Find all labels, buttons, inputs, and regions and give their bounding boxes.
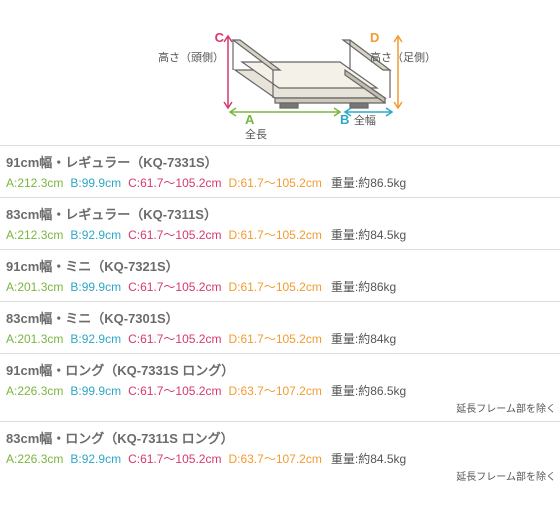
spec-C: C:61.7～105.2cm	[128, 174, 221, 191]
letter-A: A	[245, 112, 254, 127]
spec-D: D:61.7～105.2cm	[228, 278, 321, 295]
text-C: 高さ（頭側）	[158, 52, 224, 64]
spec-weight: 重量:約86.5kg	[331, 382, 406, 399]
spec-D: D:63.7～107.2cm	[228, 382, 321, 399]
label-C: C 高さ（頭側）	[158, 28, 224, 66]
text-D: 高さ（足側）	[370, 52, 436, 64]
spec-B: B:92.9cm	[70, 228, 121, 242]
model-title: 91cm幅・レギュラー（KQ-7331S）	[6, 152, 558, 171]
model-title: 91cm幅・ロング（KQ-7331S ロング）	[6, 360, 558, 379]
model-row: 83cm幅・ロング（KQ-7311S ロング） A:226.3cm B:92.9…	[0, 421, 560, 489]
model-specs: A:212.3cm B:99.9cm C:61.7～105.2cm D:61.7…	[6, 174, 558, 191]
spec-C: C:61.7～105.2cm	[128, 382, 221, 399]
spec-B: B:99.9cm	[70, 384, 121, 398]
spec-B: B:92.9cm	[70, 452, 121, 466]
spec-D: D:61.7～105.2cm	[228, 330, 321, 347]
text-B: 全幅	[354, 115, 376, 127]
spec-C: C:61.7～105.2cm	[128, 278, 221, 295]
spec-B: B:99.9cm	[70, 280, 121, 294]
model-row: 83cm幅・ミニ（KQ-7301S） A:201.3cm B:92.9cm C:…	[0, 301, 560, 353]
spec-D: D:63.7～107.2cm	[228, 450, 321, 467]
letter-D: D	[370, 30, 379, 45]
spec-B: B:92.9cm	[70, 332, 121, 346]
spec-weight: 重量:約84kg	[331, 330, 396, 347]
model-note: 延長フレーム部を除く	[6, 468, 558, 483]
spec-weight: 重量:約86.5kg	[331, 174, 406, 191]
model-row: 91cm幅・レギュラー（KQ-7331S） A:212.3cm B:99.9cm…	[0, 145, 560, 197]
model-title: 83cm幅・ロング（KQ-7311S ロング）	[6, 428, 558, 447]
spec-A: A:212.3cm	[6, 228, 63, 242]
spec-C: C:61.7～105.2cm	[128, 330, 221, 347]
letter-B: B	[340, 112, 349, 127]
spec-A: A:226.3cm	[6, 452, 63, 466]
spec-C: C:61.7～105.2cm	[128, 226, 221, 243]
spec-D: D:61.7～105.2cm	[228, 226, 321, 243]
spec-B: B:99.9cm	[70, 176, 121, 190]
model-specs: A:201.3cm B:92.9cm C:61.7～105.2cm D:61.7…	[6, 330, 558, 347]
model-title: 91cm幅・ミニ（KQ-7321S）	[6, 256, 558, 275]
model-row: 91cm幅・ミニ（KQ-7321S） A:201.3cm B:99.9cm C:…	[0, 249, 560, 301]
model-specs: A:212.3cm B:92.9cm C:61.7～105.2cm D:61.7…	[6, 226, 558, 243]
model-specs: A:226.3cm B:99.9cm C:61.7～105.2cm D:63.7…	[6, 382, 558, 399]
label-A: A 全長	[245, 110, 267, 142]
spec-A: A:226.3cm	[6, 384, 63, 398]
bed-dimension-diagram: C 高さ（頭側） D 高さ（足側） A 全長 B 全幅	[140, 0, 420, 135]
model-specs: A:226.3cm B:92.9cm C:61.7～105.2cm D:63.7…	[6, 450, 558, 467]
label-D: D 高さ（足側）	[370, 28, 436, 66]
model-row: 91cm幅・ロング（KQ-7331S ロング） A:226.3cm B:99.9…	[0, 353, 560, 421]
spec-C: C:61.7～105.2cm	[128, 450, 221, 467]
model-specs: A:201.3cm B:99.9cm C:61.7～105.2cm D:61.7…	[6, 278, 558, 295]
spec-A: A:201.3cm	[6, 332, 63, 346]
spec-weight: 重量:約84.5kg	[331, 226, 406, 243]
models-list: 91cm幅・レギュラー（KQ-7331S） A:212.3cm B:99.9cm…	[0, 145, 560, 489]
text-A: 全長	[245, 129, 267, 142]
spec-weight: 重量:約84.5kg	[331, 450, 406, 467]
model-title: 83cm幅・ミニ（KQ-7301S）	[6, 308, 558, 327]
spec-weight: 重量:約86kg	[331, 278, 396, 295]
model-title: 83cm幅・レギュラー（KQ-7311S）	[6, 204, 558, 223]
letter-C: C	[215, 30, 224, 45]
model-note: 延長フレーム部を除く	[6, 400, 558, 415]
spec-D: D:61.7～105.2cm	[228, 174, 321, 191]
spec-A: A:212.3cm	[6, 176, 63, 190]
model-row: 83cm幅・レギュラー（KQ-7311S） A:212.3cm B:92.9cm…	[0, 197, 560, 249]
label-B: B 全幅	[340, 110, 376, 129]
spec-A: A:201.3cm	[6, 280, 63, 294]
